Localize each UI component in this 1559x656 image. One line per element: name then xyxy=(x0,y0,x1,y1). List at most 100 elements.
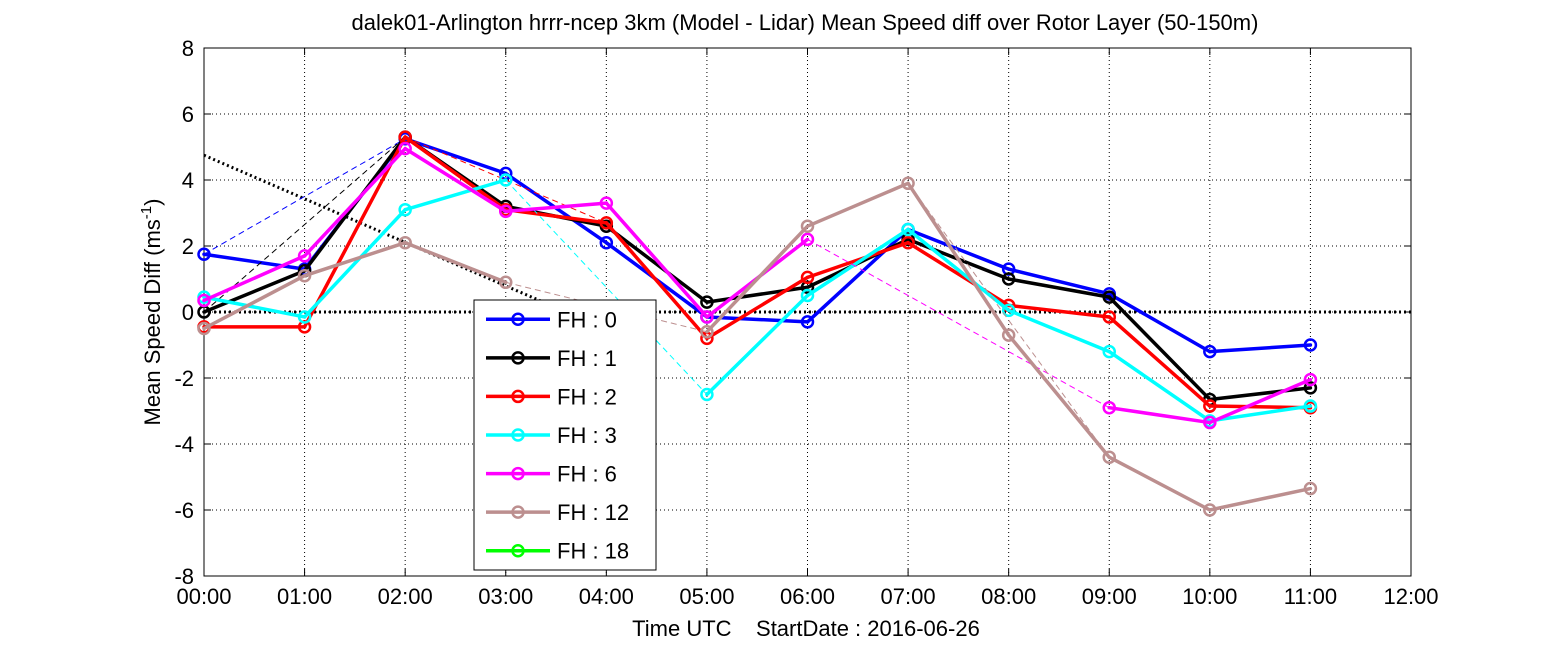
data-point xyxy=(197,247,211,261)
series-dashed-connector xyxy=(807,238,1110,409)
x-axis-label: Time UTC StartDate : 2016-06-26 xyxy=(632,616,980,641)
series-segment xyxy=(302,207,407,319)
series-segment xyxy=(504,201,609,214)
legend-entry: FH : 12 xyxy=(486,500,629,525)
legend-label: FH : 0 xyxy=(557,307,617,332)
y-tick-label: -2 xyxy=(174,366,194,391)
series-1 xyxy=(197,130,1318,407)
series-segment xyxy=(403,178,508,212)
data-point xyxy=(1203,399,1217,413)
y-tick-label: 6 xyxy=(182,102,194,127)
data-point xyxy=(599,235,614,250)
series-segment xyxy=(805,181,910,228)
y-tick-label: -4 xyxy=(174,432,194,457)
series-segment xyxy=(504,207,609,225)
y-axis-label-close: ) xyxy=(140,199,165,206)
data-point xyxy=(700,295,714,309)
x-tick-label: 03:00 xyxy=(478,584,533,609)
series-2 xyxy=(197,130,1318,415)
series-segment xyxy=(1208,377,1313,425)
data-point xyxy=(1102,400,1116,415)
y-tick-label: 2 xyxy=(182,234,194,259)
series-0 xyxy=(197,132,1318,359)
x-tick-label: 12:00 xyxy=(1383,584,1438,609)
series-segment xyxy=(302,146,407,258)
series-segment xyxy=(805,227,910,298)
x-tick-label: 07:00 xyxy=(881,584,936,609)
data-point xyxy=(1203,503,1217,517)
x-tick-label: 04:00 xyxy=(579,584,634,609)
legend-swatch-marker xyxy=(511,312,525,327)
series-segment xyxy=(1208,486,1313,512)
tick-labels: 00:00 01:00 02:00 03:00 04:00 05:00 06:00 07:00… xyxy=(174,36,1438,609)
data-point xyxy=(800,219,815,233)
series-group xyxy=(197,130,1318,517)
legend-label: FH : 6 xyxy=(557,462,617,487)
data-point xyxy=(1303,338,1318,352)
series-segment xyxy=(403,135,508,212)
series-segment xyxy=(805,227,910,324)
legend-label: FH : 12 xyxy=(557,500,629,525)
series-dashed-connector xyxy=(203,138,406,255)
series-segment xyxy=(1208,386,1313,402)
y-tick-label: -8 xyxy=(174,564,194,589)
data-point xyxy=(398,202,412,217)
data-point xyxy=(800,232,815,247)
series-segment xyxy=(403,137,508,176)
data-point xyxy=(599,196,614,210)
data-point xyxy=(1303,372,1318,387)
x-tick-label: 00:00 xyxy=(176,584,231,609)
data-point xyxy=(398,235,412,250)
series-segment xyxy=(403,146,508,214)
series-segment xyxy=(1107,405,1212,425)
series-4 xyxy=(197,141,1318,430)
data-point xyxy=(1203,415,1217,430)
trend-line xyxy=(203,153,567,314)
data-point xyxy=(1303,381,1318,395)
data-point xyxy=(901,176,915,191)
trend-line-segment xyxy=(203,153,567,314)
series-segment xyxy=(1006,267,1111,296)
legend-entry: FH : 18 xyxy=(486,539,629,564)
data-point xyxy=(1102,310,1116,324)
legend-entry: FH : 3 xyxy=(486,423,617,448)
series-segment xyxy=(1208,343,1313,354)
legend-swatch-marker xyxy=(511,543,525,558)
legend: FH : 0 FH : 1 FH : 2 FH : 3 FH : 6 FH : 12 FH … xyxy=(473,299,657,571)
series-segment xyxy=(705,285,810,304)
data-point xyxy=(398,141,412,156)
series-segment xyxy=(604,224,709,304)
data-point xyxy=(599,216,614,230)
series-segment xyxy=(1006,303,1111,319)
y-axis-label-main: Mean Speed Diff (ms xyxy=(140,219,165,425)
data-point xyxy=(297,310,312,324)
series-segment xyxy=(604,201,709,319)
series-segment xyxy=(1107,295,1212,402)
y-tick-label: 0 xyxy=(182,300,194,325)
series-segment xyxy=(705,315,810,324)
series-segment xyxy=(604,221,709,341)
chart-title: dalek01-Arlington hrrr-ncep 3km (Model -… xyxy=(352,10,1259,35)
series-5 xyxy=(197,176,1318,517)
data-point xyxy=(499,204,513,219)
series-segment xyxy=(906,227,1011,271)
data-point xyxy=(700,325,714,339)
series-dashed-connector xyxy=(203,136,406,313)
x-tick-label: 09:00 xyxy=(1082,584,1137,609)
series-segment xyxy=(1107,455,1212,512)
series-3 xyxy=(197,173,1318,428)
series-segment xyxy=(705,293,810,397)
series-segment xyxy=(906,227,1011,313)
legend-label: FH : 1 xyxy=(557,346,617,371)
x-tick-label: 11:00 xyxy=(1284,584,1337,609)
y-tick-label: 8 xyxy=(182,36,194,61)
legend-entry: FH : 1 xyxy=(486,346,617,371)
data-point xyxy=(700,387,714,402)
series-segment xyxy=(1006,277,1111,299)
data-point xyxy=(901,235,915,250)
series-segment xyxy=(302,240,407,278)
series-segment xyxy=(1107,292,1212,354)
data-point xyxy=(197,293,211,308)
series-segment xyxy=(906,181,1011,337)
legend-label: FH : 18 xyxy=(557,539,629,564)
